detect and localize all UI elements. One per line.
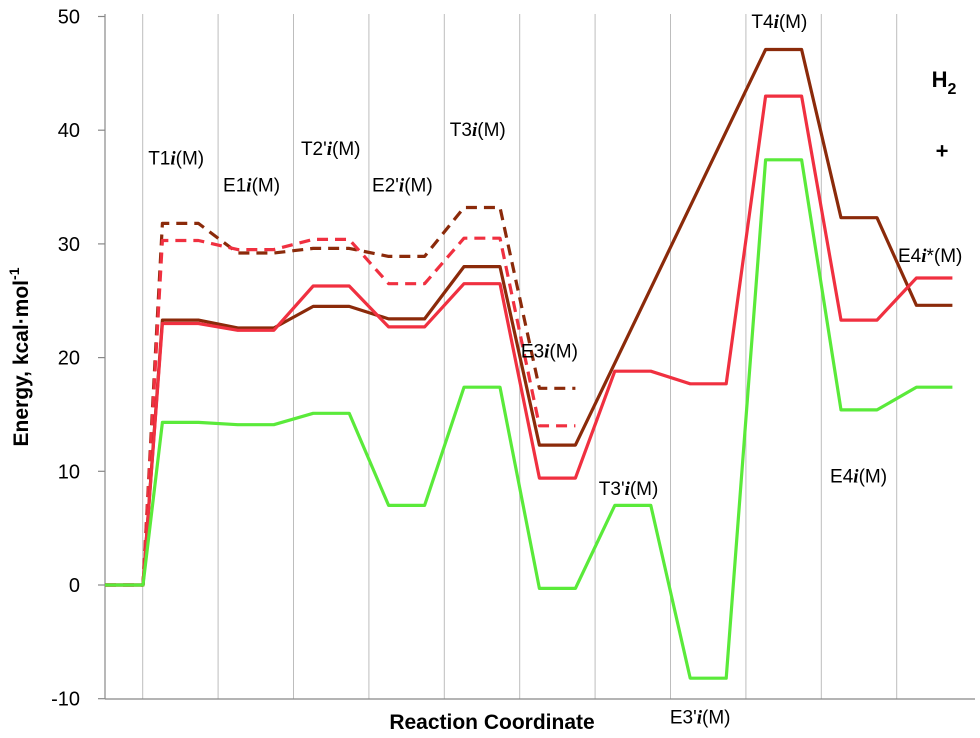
state-label: T1i(M) <box>148 148 204 169</box>
state-label: T4i(M) <box>751 12 807 33</box>
series-line <box>105 158 953 680</box>
y-tick-label: 10 <box>58 461 80 483</box>
x-axis-title: Reaction Coordinate <box>389 711 594 734</box>
state-label: E3i(M) <box>521 342 578 363</box>
y-tick-label: 40 <box>58 120 80 142</box>
state-label: E4i(M) <box>830 467 887 488</box>
y-tick-label: 20 <box>58 348 80 370</box>
y-axis-title: Energy, kcal·mol-1 <box>6 267 33 446</box>
y-tick-label: 50 <box>58 7 80 29</box>
y-tick-label: 0 <box>69 575 80 597</box>
series-line <box>105 205 576 587</box>
y-tick-labels: -10 0 10 20 30 40 50 <box>51 7 80 711</box>
state-label: E1i(M) <box>223 176 280 197</box>
product-plus: + <box>936 139 949 164</box>
state-label: T3'i(M) <box>599 479 659 500</box>
series-line <box>105 236 576 587</box>
state-annotations: T1i(M) E1i(M) T2'i(M) E2'i(M) T3i(M) E3i(M) T3… <box>148 12 962 729</box>
state-label: T2'i(M) <box>301 139 361 160</box>
product-h2: H2 <box>932 67 957 98</box>
state-label: E3'i(M) <box>670 708 731 729</box>
state-label: E4i*(M) <box>898 246 962 267</box>
state-label: T3i(M) <box>450 120 506 141</box>
product-label: H2 + <box>932 67 957 164</box>
state-label: E2'i(M) <box>372 176 433 197</box>
series-line <box>105 47 953 587</box>
series-lines <box>105 47 953 680</box>
y-tick-label: -10 <box>51 689 80 711</box>
y-tick-label: 30 <box>58 234 80 256</box>
series-line <box>105 94 953 587</box>
